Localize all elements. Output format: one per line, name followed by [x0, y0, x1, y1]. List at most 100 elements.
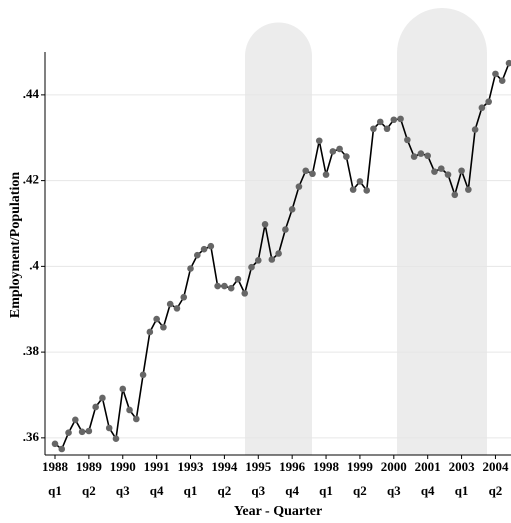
marker — [451, 191, 459, 199]
marker — [119, 385, 127, 393]
marker — [471, 126, 479, 133]
x-tick-label: 1996 — [279, 459, 306, 474]
marker — [410, 153, 418, 160]
marker — [146, 328, 154, 336]
shaded-period — [245, 22, 312, 455]
x-tick-label: 2000 — [381, 459, 407, 474]
x-tick-label: q2 — [82, 483, 96, 498]
marker — [478, 104, 486, 112]
marker — [126, 406, 133, 414]
marker — [376, 118, 384, 126]
x-tick-label: 1993 — [178, 459, 205, 474]
x-tick-label: q4 — [285, 483, 299, 498]
marker — [383, 125, 391, 133]
x-tick-label: 1990 — [110, 459, 136, 474]
marker — [465, 186, 472, 193]
marker — [417, 150, 425, 157]
marker — [302, 167, 310, 175]
x-tick-label: 2004 — [482, 459, 509, 474]
marker — [498, 77, 506, 85]
x-tick-label: q1 — [48, 483, 62, 498]
x-tick-label: 1998 — [313, 459, 340, 474]
x-tick-label: 1991 — [144, 459, 170, 474]
marker — [315, 137, 323, 145]
marker — [65, 429, 72, 437]
marker — [437, 165, 445, 172]
marker — [268, 256, 276, 263]
marker — [288, 206, 296, 213]
marker — [207, 242, 215, 250]
x-tick-label: q1 — [455, 483, 469, 498]
marker — [370, 125, 377, 133]
y-tick-label: .36 — [23, 429, 40, 444]
y-axis-title: Employment/Population — [8, 172, 23, 318]
marker — [322, 171, 330, 178]
marker — [404, 136, 411, 144]
marker — [200, 245, 208, 253]
grid — [45, 94, 511, 439]
x-tick-label: q3 — [387, 483, 401, 498]
marker — [282, 226, 289, 233]
x-tick-label: 2001 — [415, 459, 441, 474]
marker — [329, 148, 337, 155]
x-tick-label: q2 — [218, 483, 232, 498]
marker — [72, 416, 79, 424]
marker — [99, 394, 106, 402]
marker — [227, 284, 235, 292]
x-tick-label: 2003 — [449, 459, 476, 474]
marker — [78, 428, 86, 436]
y-tick-label: .4 — [29, 257, 39, 272]
marker — [431, 168, 438, 175]
marker — [349, 186, 357, 193]
marker — [275, 250, 282, 257]
marker — [166, 300, 174, 308]
x-tick-label: q4 — [421, 483, 435, 498]
x-tick-label: 1999 — [347, 459, 374, 474]
marker — [343, 153, 350, 160]
marker — [424, 152, 431, 160]
marker — [51, 440, 59, 448]
x-tick-label: q4 — [150, 483, 164, 498]
marker — [180, 293, 188, 301]
marker — [193, 251, 201, 259]
marker — [173, 305, 181, 312]
y-tick-label: .44 — [23, 86, 40, 101]
marker — [153, 315, 160, 323]
marker — [356, 178, 364, 185]
marker — [444, 171, 452, 178]
marker — [221, 282, 228, 290]
x-tick-label: q1 — [319, 483, 333, 498]
marker — [390, 116, 398, 124]
marker — [458, 167, 465, 175]
x-tick-label: q1 — [184, 483, 198, 498]
marker — [214, 282, 221, 290]
x-tick-label: q2 — [353, 483, 367, 498]
y-tick-label: .42 — [23, 172, 39, 187]
marker — [112, 435, 120, 443]
marker — [160, 323, 167, 331]
marker — [505, 59, 511, 67]
marker — [261, 221, 269, 228]
marker — [397, 115, 404, 123]
x-tick-label: q3 — [116, 483, 130, 498]
marker — [336, 145, 343, 153]
marker — [58, 445, 66, 453]
marker — [363, 187, 371, 194]
x-tick-label: 1989 — [76, 459, 103, 474]
marker — [234, 275, 242, 283]
x-tick-label: q2 — [489, 483, 503, 498]
marker — [105, 424, 113, 432]
marker — [85, 427, 93, 435]
marker — [295, 183, 303, 190]
marker — [248, 263, 255, 271]
x-tick-label: q3 — [251, 483, 265, 498]
x-axis-title: Year - Quarter — [234, 504, 322, 519]
marker — [133, 415, 140, 423]
shaded-period — [397, 8, 487, 455]
x-tick-label: 1995 — [245, 459, 272, 474]
marker — [241, 290, 249, 297]
marker — [485, 98, 492, 106]
marker — [309, 170, 316, 178]
marker — [187, 265, 194, 272]
